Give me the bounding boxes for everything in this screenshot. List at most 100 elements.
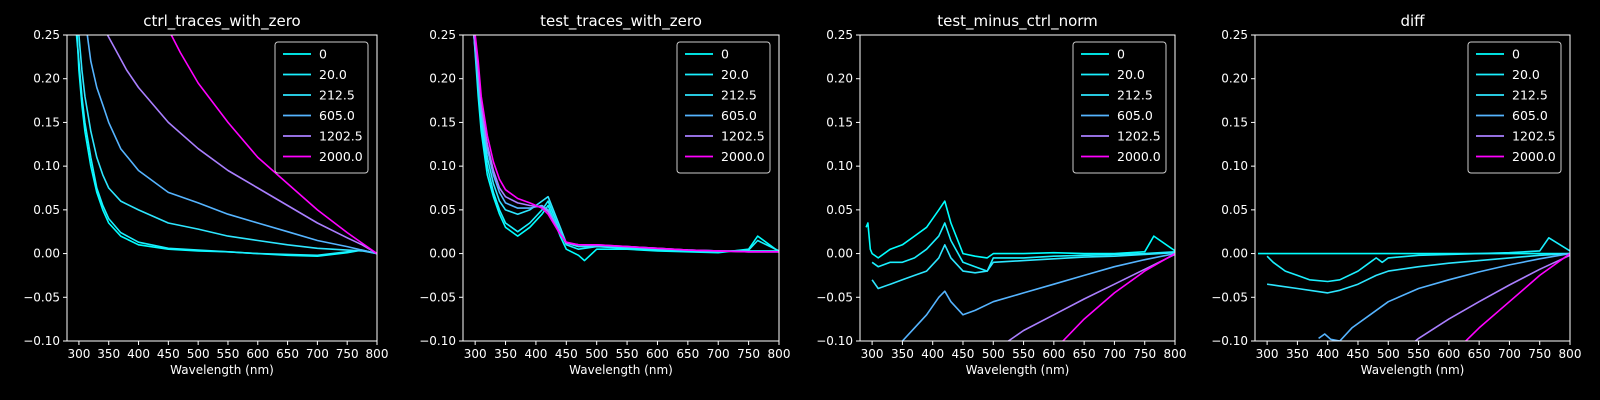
- legend-entry: 0: [319, 47, 327, 62]
- series-line-20.0: [871, 222, 1175, 272]
- legend-entry: 1202.5: [1512, 129, 1556, 144]
- legend-entry: 1202.5: [319, 129, 363, 144]
- series-line-2000.0: [1062, 252, 1175, 341]
- series-line-0: [76, 35, 377, 258]
- series-group: [75, 35, 377, 258]
- x-tick-label: 800: [1559, 347, 1582, 361]
- x-tick-label: 350: [1286, 347, 1309, 361]
- series-line-0: [473, 35, 779, 262]
- x-axis-label: Wavelength (nm): [170, 363, 274, 377]
- y-tick-label: 0.25: [429, 28, 456, 42]
- x-tick-label: 500: [1377, 347, 1400, 361]
- x-tick-label: 750: [336, 347, 359, 361]
- series-line-605.0: [1318, 252, 1570, 341]
- legend-entry: 2000.0: [1512, 149, 1556, 164]
- x-tick-label: 800: [366, 347, 389, 361]
- series-line-2000.0: [474, 35, 779, 253]
- y-tick-label: 0.25: [33, 28, 60, 42]
- y-tick-label: −0.05: [23, 290, 60, 304]
- y-tick-label: 0.00: [429, 247, 456, 261]
- x-tick-label: 450: [952, 347, 975, 361]
- plot-frame: [66, 34, 378, 342]
- chart-title: diff: [1400, 12, 1425, 30]
- legend-entry: 605.0: [1512, 108, 1548, 123]
- y-tick-label: −0.10: [1211, 334, 1248, 348]
- x-tick-label: 450: [157, 347, 180, 361]
- chart-title: test_traces_with_zero: [540, 12, 702, 31]
- x-tick-label: 650: [676, 347, 699, 361]
- x-tick-label: 650: [276, 347, 299, 361]
- x-tick-label: 300: [861, 347, 884, 361]
- y-tick-label: 0.00: [33, 247, 60, 261]
- x-tick-label: 700: [1103, 347, 1126, 361]
- y-tick-label: −0.10: [23, 334, 60, 348]
- y-tick-label: −0.10: [816, 334, 853, 348]
- series-line-0: [865, 200, 1175, 259]
- x-tick-label: 500: [585, 347, 608, 361]
- y-tick-label: −0.05: [816, 290, 853, 304]
- x-tick-label: 450: [555, 347, 578, 361]
- legend-entry: 1202.5: [721, 129, 765, 144]
- legend-entry: 0: [721, 47, 729, 62]
- legend-entry: 2000.0: [721, 149, 765, 164]
- legend-entry: 2000.0: [319, 149, 363, 164]
- x-tick-label: 500: [982, 347, 1005, 361]
- legend-entry: 1202.5: [1117, 129, 1161, 144]
- legend: 0 20.0 212.5 605.0 1202.5 2000.0: [676, 41, 771, 174]
- y-tick-label: 0.05: [826, 203, 853, 217]
- x-tick-label: 600: [646, 347, 669, 361]
- y-tick-label: 0.00: [1221, 247, 1248, 261]
- legend-entry: 212.5: [1117, 88, 1153, 103]
- series-line-605.0: [901, 252, 1175, 341]
- y-tick-label: 0.15: [33, 115, 60, 129]
- legend: 0 20.0 212.5 605.0 1202.5 2000.0: [274, 41, 369, 174]
- y-tick-label: 0.25: [1221, 28, 1248, 42]
- y-tick-label: 0.20: [429, 72, 456, 86]
- series-line-605.0: [86, 35, 377, 255]
- chart-panel-3: 300 350 400 450 500 550 600 650 700 750 800 −0.10 −0…: [816, 12, 1186, 377]
- series-line-1202.5: [1007, 253, 1175, 341]
- y-tick-label: 0.25: [826, 28, 853, 42]
- legend-entry: 212.5: [721, 88, 757, 103]
- plot-frame: [462, 34, 780, 342]
- y-tick-label: 0.05: [1221, 203, 1248, 217]
- x-tick-label: 650: [1073, 347, 1096, 361]
- y-tick-label: 0.15: [429, 115, 456, 129]
- legend: 0 20.0 212.5 605.0 1202.5 2000.0: [1072, 41, 1167, 174]
- x-tick-label: 700: [306, 347, 329, 361]
- x-tick-label: 400: [524, 347, 547, 361]
- series-group: [473, 35, 779, 262]
- y-tick-label: 0.15: [826, 115, 853, 129]
- y-tick-label: 0.10: [33, 159, 60, 173]
- x-axis-label: Wavelength (nm): [966, 363, 1070, 377]
- y-tick-label: −0.05: [1211, 290, 1248, 304]
- x-tick-label: 300: [464, 347, 487, 361]
- y-tick-label: 0.20: [1221, 72, 1248, 86]
- y-tick-label: 0.20: [826, 72, 853, 86]
- chart-title: ctrl_traces_with_zero: [143, 12, 300, 31]
- plot-frame: [859, 34, 1176, 342]
- x-tick-label: 350: [891, 347, 914, 361]
- x-tick-label: 750: [1528, 347, 1551, 361]
- x-tick-label: 600: [1437, 347, 1460, 361]
- x-tick-label: 450: [1347, 347, 1370, 361]
- y-tick-label: −0.05: [419, 290, 456, 304]
- x-tick-label: 350: [97, 347, 120, 361]
- legend: 0 20.0 212.5 605.0 1202.5 2000.0: [1467, 41, 1562, 174]
- x-tick-label: 550: [1012, 347, 1035, 361]
- chart-title: test_minus_ctrl_norm: [937, 12, 1098, 31]
- series-line-20.0: [1266, 237, 1570, 283]
- legend-entry: 0: [1512, 47, 1520, 62]
- x-tick-label: 400: [1316, 347, 1339, 361]
- series-line-212.5: [1266, 252, 1570, 294]
- x-tick-label: 400: [921, 347, 944, 361]
- y-tick-label: 0.10: [1221, 159, 1248, 173]
- x-tick-label: 550: [616, 347, 639, 361]
- y-tick-label: 0.15: [1221, 115, 1248, 129]
- series-line-212.5: [871, 244, 1175, 290]
- legend-entry: 20.0: [721, 67, 749, 82]
- x-tick-label: 800: [768, 347, 791, 361]
- x-axis-label: Wavelength (nm): [569, 363, 673, 377]
- x-tick-label: 750: [737, 347, 760, 361]
